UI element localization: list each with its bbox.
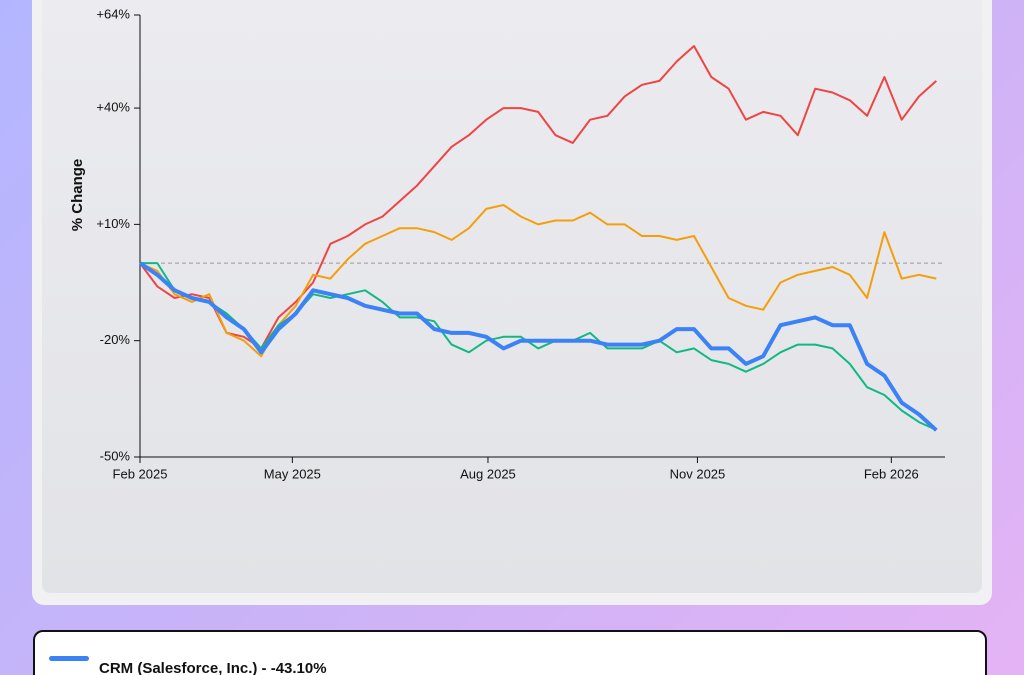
x-tick-label: Feb 2025 bbox=[113, 466, 168, 481]
y-tick-label: -20% bbox=[100, 332, 131, 347]
legend-swatch bbox=[49, 656, 89, 661]
y-tick-label: +40% bbox=[96, 99, 130, 114]
y-tick-label: +64% bbox=[96, 6, 130, 21]
series-line bbox=[140, 262, 937, 431]
series-line bbox=[138, 261, 938, 432]
series-line bbox=[139, 45, 937, 350]
y-tick-label: -50% bbox=[100, 448, 131, 463]
x-tick-label: Nov 2025 bbox=[670, 466, 726, 481]
chart: % Change +64% +40% +10% -20% -50% Feb 2025 May… bbox=[69, 6, 945, 481]
y-tick-label: +10% bbox=[96, 216, 130, 231]
x-tick-label: May 2025 bbox=[264, 466, 321, 481]
legend-label: CRM (Salesforce, Inc.) - -43.10% bbox=[99, 660, 327, 675]
legend: CRM (Salesforce, Inc.) - -43.10% bbox=[33, 630, 987, 675]
x-tick-label: Feb 2026 bbox=[864, 466, 919, 481]
series-line bbox=[139, 204, 937, 358]
y-axis-label: % Change bbox=[69, 159, 86, 232]
x-tick-label: Aug 2025 bbox=[460, 466, 516, 481]
